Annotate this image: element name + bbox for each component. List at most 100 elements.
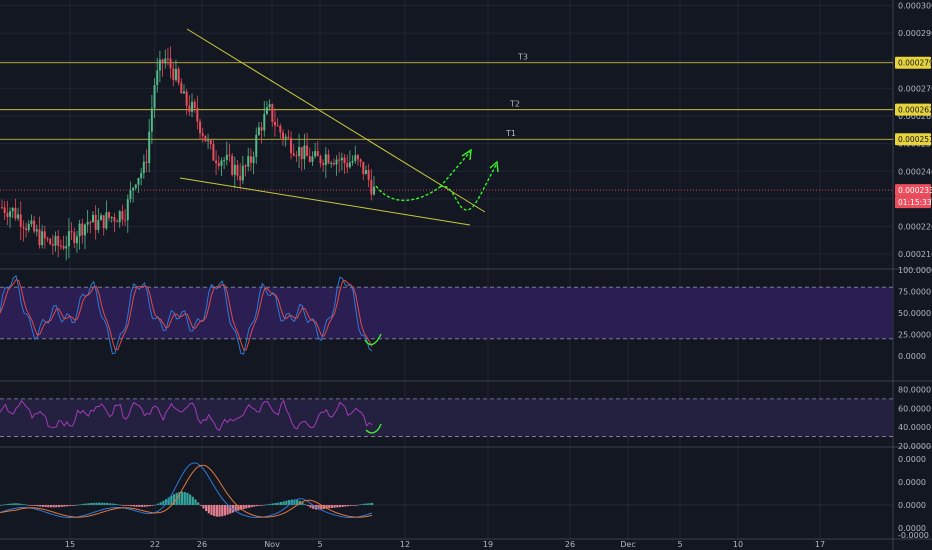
time-tick-label: 10 xyxy=(733,540,743,549)
candle-body xyxy=(322,163,325,166)
candle-body xyxy=(94,214,97,230)
candle-body xyxy=(370,179,373,195)
candle-body xyxy=(239,175,242,181)
macd-histogram-bar xyxy=(183,491,186,505)
macd-histogram-bar xyxy=(71,505,74,506)
macd-histogram xyxy=(0,491,374,517)
candle-body xyxy=(148,131,151,163)
macd-histogram-bar xyxy=(148,505,152,507)
macd-histogram-bar xyxy=(263,504,267,506)
candle-body xyxy=(70,231,73,233)
candle-body xyxy=(134,184,137,188)
price-tick-label: 0.0002900 xyxy=(898,29,932,38)
candle-body xyxy=(207,140,210,142)
macd-histogram-bar xyxy=(79,504,82,506)
candle-body xyxy=(30,220,33,224)
candle-body xyxy=(67,231,70,247)
macd-histogram-bar xyxy=(282,501,285,505)
candle-body xyxy=(319,156,322,164)
macd-histogram-bar xyxy=(95,502,98,505)
stochastic-projection xyxy=(364,333,382,346)
macd-histogram-bar xyxy=(317,505,320,510)
macd-histogram-bar xyxy=(20,503,23,505)
macd-tick-label: 0.0000 xyxy=(898,455,926,464)
price-tag-label: 01:15:33 xyxy=(898,198,932,207)
macd-histogram-bar xyxy=(357,504,360,506)
candle-body xyxy=(356,155,359,160)
candle-body xyxy=(252,156,255,163)
stoch-tick-label: 100.0000 xyxy=(898,266,932,275)
candle-body xyxy=(89,222,92,224)
rsi-tick-label: 20.0000 xyxy=(898,442,931,451)
macd-histogram-bar xyxy=(325,505,328,509)
macd-histogram-bar xyxy=(63,505,66,507)
candle-body xyxy=(265,107,268,114)
candle-body xyxy=(236,164,239,176)
time-tick-label: Nov xyxy=(264,540,280,549)
macd-histogram-bar xyxy=(368,503,371,505)
macd-histogram-bar xyxy=(156,503,160,505)
candle-body xyxy=(182,91,185,94)
macd-histogram-bar xyxy=(143,505,146,507)
macd-histogram-bar xyxy=(108,503,111,505)
macd-tick-label: 0.0000 xyxy=(898,524,926,533)
candle-body xyxy=(204,135,207,142)
candle-body xyxy=(191,101,194,112)
candle-body xyxy=(260,127,263,131)
macd-histogram-bar xyxy=(44,505,47,508)
time-tick-label: 15 xyxy=(65,540,75,549)
candle-body xyxy=(290,137,293,154)
candle-body xyxy=(11,207,14,212)
macd-histogram-bar xyxy=(7,503,10,505)
grid-lines xyxy=(0,0,893,538)
macd-histogram-bar xyxy=(65,505,69,507)
candle-body xyxy=(118,211,121,223)
candle-body xyxy=(49,238,52,245)
candle-body xyxy=(354,155,357,161)
macd-histogram-bar xyxy=(293,499,296,505)
macd-histogram-bar xyxy=(346,505,350,507)
macd-histogram-bar xyxy=(336,505,339,508)
candle-body xyxy=(65,246,68,249)
macd-histogram-bar xyxy=(344,505,347,507)
stochastic-band xyxy=(0,287,893,339)
candle-body xyxy=(46,238,49,240)
candle-body xyxy=(91,214,94,223)
macd-histogram-bar xyxy=(197,502,200,505)
rsi-projection xyxy=(365,423,382,434)
candle-body xyxy=(17,214,20,219)
macd-histogram-bar xyxy=(253,505,256,507)
macd-histogram-bar xyxy=(239,505,243,510)
macd-histogram-bar xyxy=(33,505,36,506)
macd-histogram-bar xyxy=(140,505,144,507)
macd-histogram-bar xyxy=(288,500,291,505)
candle-body xyxy=(110,217,113,219)
macd-histogram-bar xyxy=(338,505,342,508)
stochastic-d-line xyxy=(0,279,373,351)
macd-histogram-bar xyxy=(242,505,245,510)
candle-body xyxy=(215,160,218,164)
candle-body xyxy=(129,190,132,200)
macd-histogram-bar xyxy=(180,491,184,505)
candle-body xyxy=(25,228,28,231)
candle-body xyxy=(6,212,9,217)
macd-line xyxy=(0,462,373,519)
macd-histogram-bar xyxy=(271,503,275,505)
candle-body xyxy=(231,155,234,175)
macd-histogram-bar xyxy=(354,505,358,506)
macd-histogram-bar xyxy=(92,502,95,505)
candle-body xyxy=(78,223,81,237)
macd-histogram-bar xyxy=(89,503,93,505)
candle-body xyxy=(180,82,183,94)
candle-body xyxy=(97,220,100,230)
macd-histogram-bar xyxy=(306,505,309,507)
macd-histogram-bar xyxy=(9,503,12,505)
macd-histogram-bar xyxy=(167,497,170,505)
projection-arrow-head xyxy=(489,160,499,173)
candle-body xyxy=(279,125,282,133)
candle-body xyxy=(73,232,76,244)
candle-body xyxy=(177,68,180,83)
candle-body xyxy=(359,159,362,162)
